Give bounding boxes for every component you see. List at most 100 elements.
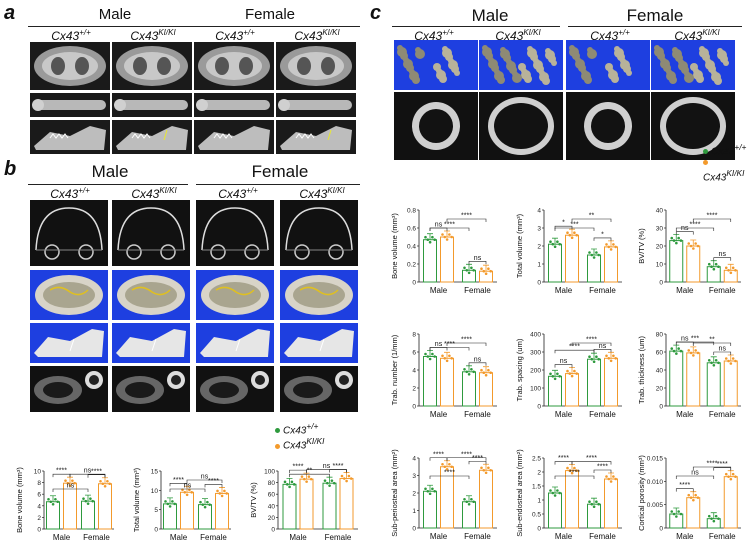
data-point — [724, 266, 728, 270]
data-point — [450, 235, 453, 239]
data-point — [465, 370, 469, 374]
data-point — [326, 481, 329, 485]
data-point — [612, 475, 615, 478]
bar — [423, 356, 437, 407]
data-point — [551, 491, 555, 495]
xray-tile — [194, 93, 274, 117]
panel-b-male-rule — [28, 184, 188, 185]
data-point — [731, 472, 735, 476]
x-tick-label: Female — [464, 532, 491, 541]
significance-bracket — [186, 479, 223, 483]
y-tick-label: 0.4 — [407, 244, 416, 251]
y-tick-label: 2 — [537, 244, 541, 251]
bar — [462, 501, 476, 529]
y-tick-label: 0 — [537, 404, 541, 411]
data-point — [450, 357, 453, 360]
data-point — [106, 479, 109, 483]
data-point — [208, 503, 211, 506]
bar — [479, 270, 493, 283]
significance-bracket — [468, 261, 487, 265]
data-point — [465, 269, 469, 272]
data-point — [694, 493, 697, 497]
data-point — [609, 480, 613, 483]
data-point — [441, 462, 444, 466]
data-point — [56, 500, 59, 504]
xray-tile — [194, 42, 274, 90]
data-point — [675, 241, 678, 245]
significance-bracket — [554, 225, 573, 230]
panel-a-geno-3: Cx43+/+ — [215, 28, 255, 43]
data-point — [309, 477, 313, 481]
data-point — [597, 253, 600, 257]
significance-label: **** — [558, 455, 569, 462]
y-tick-label: 40 — [656, 368, 664, 375]
data-point — [696, 351, 700, 355]
significance-bracket — [429, 347, 470, 351]
error-bar — [444, 351, 450, 359]
data-point — [288, 485, 291, 489]
data-point — [710, 361, 713, 365]
y-tick-label: 40 — [268, 503, 276, 510]
cortical-section — [566, 92, 650, 160]
xray-tile — [276, 93, 356, 117]
error-bar — [466, 495, 472, 502]
data-point — [99, 479, 102, 483]
data-point — [556, 489, 559, 492]
data-point — [443, 235, 447, 239]
bar — [479, 372, 493, 407]
y-tick-label: 40 — [656, 208, 664, 215]
panel-c-geno-3: Cx43+/+ — [590, 28, 630, 43]
significance-label: **** — [586, 337, 597, 344]
xray-tile — [112, 120, 192, 154]
ct-tile — [112, 200, 190, 266]
bar — [565, 234, 579, 283]
data-point — [724, 472, 728, 476]
panel-a-geno-1: Cx43+/+ — [51, 28, 91, 43]
significance-label: ns — [560, 358, 568, 365]
panel-c-letter: c — [370, 2, 382, 24]
significance-label: *** — [570, 222, 578, 229]
bar — [587, 254, 601, 283]
significance-bracket — [468, 362, 487, 366]
bar — [706, 518, 721, 529]
data-point — [323, 479, 327, 482]
data-point — [614, 245, 617, 249]
data-point — [597, 357, 600, 361]
data-point — [64, 479, 67, 482]
y-tick-label: 2 — [412, 491, 416, 498]
bar — [723, 476, 738, 529]
y-tick-label: 1.5 — [532, 484, 541, 491]
error-bar — [727, 470, 734, 477]
data-point — [484, 272, 488, 275]
data-point — [558, 375, 561, 378]
ct-tile — [30, 270, 108, 320]
bar — [440, 236, 454, 283]
data-point — [349, 477, 353, 480]
y-tick-label: 0.6 — [407, 226, 416, 233]
data-point — [689, 496, 693, 499]
data-point — [590, 357, 594, 361]
significance-bracket — [675, 227, 715, 231]
y-tick-label: 15 — [151, 469, 159, 476]
data-point — [206, 500, 209, 504]
data-point — [433, 238, 436, 241]
data-point — [84, 499, 88, 503]
legend-c-wt: Cx43+/+ — [703, 142, 751, 157]
y-axis-label: Sub-periosteal area (mm²) — [390, 449, 399, 537]
significance-label: ns — [184, 483, 192, 490]
data-point — [54, 497, 57, 501]
data-point — [675, 352, 678, 355]
data-point — [103, 484, 107, 488]
data-point — [670, 347, 674, 350]
bar — [686, 497, 701, 529]
y-axis-label: Bone volume (mm³) — [390, 213, 399, 279]
error-bar — [483, 264, 489, 272]
data-point — [71, 479, 74, 482]
y-tick-label: 4 — [412, 368, 416, 375]
data-point — [595, 355, 598, 358]
significance-label: ns — [719, 251, 727, 258]
data-point — [607, 245, 611, 249]
x-tick-label: Female — [589, 410, 616, 419]
data-point — [328, 484, 331, 487]
data-point — [679, 512, 683, 516]
